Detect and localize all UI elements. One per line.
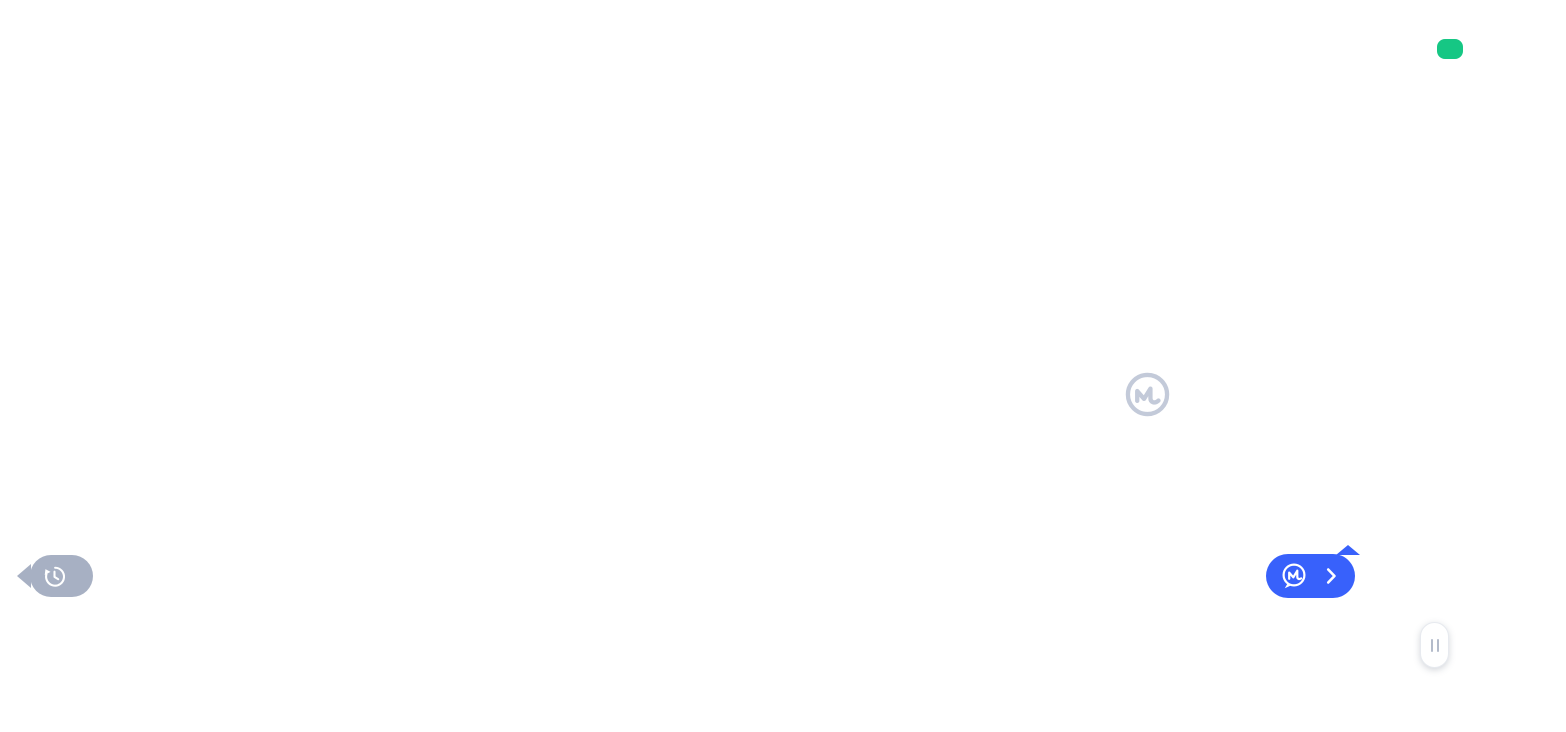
coinmarketcap-watermark: [1124, 371, 1185, 418]
handle-grip-bar: [1430, 638, 1433, 652]
coinmarketcap-mark-icon: [1124, 371, 1171, 418]
handle-grip-bar: [1436, 638, 1439, 652]
badge-tail: [17, 564, 31, 588]
analysis-credits-badge[interactable]: [17, 555, 93, 597]
navigator-resize-handle[interactable]: [1420, 622, 1449, 668]
current-price-badge: [1437, 39, 1463, 59]
range-navigator[interactable]: [0, 607, 1566, 686]
chevron-right-icon: [1326, 567, 1337, 585]
open-price-label: [22, 187, 42, 195]
analyze-button-pointer: [1336, 545, 1360, 555]
price-chart-plot[interactable]: [0, 0, 1566, 494]
coinmarketcap-chat-icon: [1280, 562, 1308, 590]
clock-history-icon: [42, 564, 67, 589]
analyze-button[interactable]: [1266, 545, 1360, 598]
